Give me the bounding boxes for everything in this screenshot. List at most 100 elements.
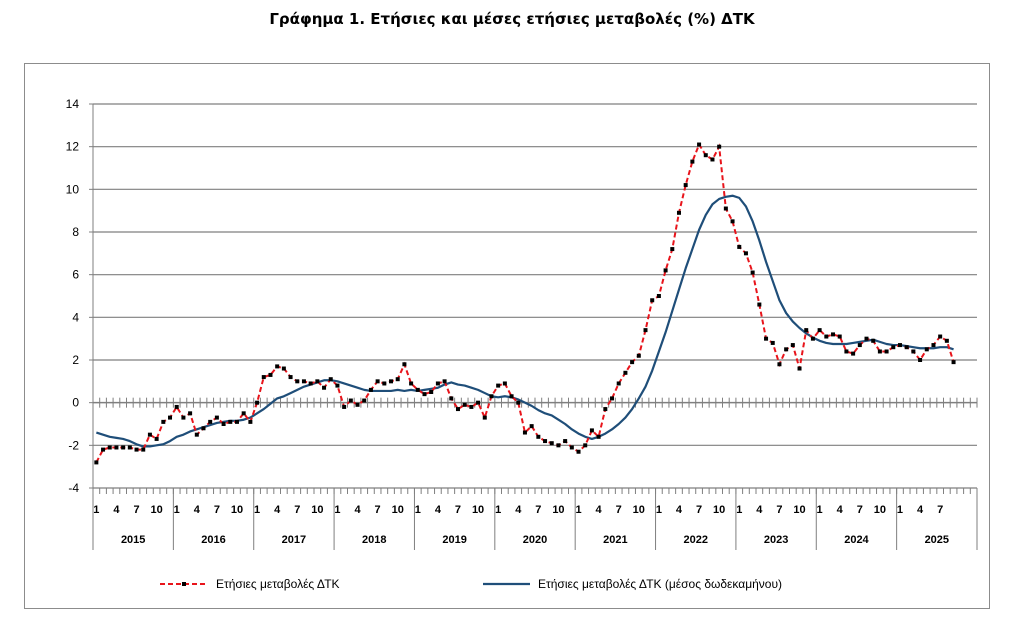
series-line-12m-average: [96, 194, 954, 448]
data-point: [790, 343, 795, 348]
data-point: [918, 358, 923, 362]
month-label: 7: [455, 504, 461, 516]
year-label-2022: 2022: [683, 534, 707, 546]
data-point: [422, 392, 427, 397]
data-point: [342, 404, 347, 409]
data-point: [154, 436, 159, 441]
data-point: [831, 332, 836, 337]
data-point: [663, 268, 668, 273]
data-point: [174, 404, 179, 409]
month-label: 7: [375, 504, 381, 516]
data-point: [415, 387, 420, 392]
y-tick-label: 14: [66, 97, 80, 111]
data-point: [308, 381, 313, 386]
data-point: [723, 206, 728, 211]
data-point: [522, 430, 527, 435]
month-label: 10: [552, 504, 564, 516]
series-line-annual: [95, 142, 955, 463]
year-label-2021: 2021: [603, 534, 627, 546]
data-point: [315, 379, 320, 384]
data-point: [891, 345, 896, 350]
data-point: [194, 432, 199, 437]
data-point: [911, 349, 916, 354]
data-point: [944, 338, 949, 343]
year-label-2017: 2017: [282, 534, 306, 546]
y-tick-label: 0: [72, 396, 79, 410]
data-point: [462, 402, 467, 407]
data-point: [275, 364, 280, 369]
data-point: [516, 400, 521, 405]
data-point: [670, 247, 675, 252]
month-label: 7: [133, 504, 139, 516]
data-point: [261, 375, 266, 380]
legend: Ετήσιες μεταβολές ΔΤΚ Ετήσιες μεταβολές Δ…: [160, 577, 782, 591]
data-point: [549, 441, 554, 446]
month-label: 10: [231, 504, 243, 516]
month-label: 1: [575, 504, 581, 516]
data-point: [502, 381, 507, 386]
data-point: [576, 449, 581, 454]
legend-marker-annual: [182, 582, 186, 586]
month-label: 1: [93, 504, 99, 516]
y-tick-label: 10: [66, 182, 80, 196]
data-point: [864, 336, 869, 341]
year-label-2015: 2015: [121, 534, 145, 546]
data-point: [228, 419, 233, 424]
month-label: 4: [515, 504, 522, 516]
data-point: [683, 183, 688, 188]
month-label: 4: [837, 504, 844, 516]
year-label-2019: 2019: [442, 534, 466, 546]
data-point: [248, 419, 253, 424]
data-point: [348, 398, 353, 403]
data-point: [643, 328, 648, 333]
month-label: 10: [392, 504, 404, 516]
year-label-2024: 2024: [844, 534, 869, 546]
data-point: [616, 381, 621, 386]
data-point: [630, 360, 635, 365]
month-label: 1: [897, 504, 903, 516]
data-point: [703, 153, 708, 158]
data-point: [368, 387, 373, 392]
data-point: [857, 343, 862, 348]
legend-label-annual: Ετήσιες μεταβολές ΔΤΚ: [216, 577, 340, 591]
data-point: [596, 434, 601, 439]
data-point: [710, 157, 715, 162]
year-label-2020: 2020: [523, 534, 547, 546]
data-point: [168, 415, 173, 420]
gridlines: [93, 103, 977, 489]
data-point: [234, 419, 239, 424]
data-point: [851, 351, 856, 356]
month-label: 4: [756, 504, 763, 516]
chart-title: Γράφημα 1. Ετήσιες και μέσες ετήσιες μετ…: [269, 10, 755, 28]
data-point: [476, 400, 481, 405]
data-point: [951, 360, 956, 365]
data-point: [395, 377, 400, 382]
data-point: [409, 381, 414, 386]
y-tick-label: 6: [72, 268, 79, 282]
data-point: [382, 381, 387, 386]
data-point: [603, 407, 608, 412]
month-label: 1: [495, 504, 501, 516]
data-point: [127, 445, 132, 450]
data-point: [161, 419, 166, 424]
data-point: [904, 345, 909, 350]
data-point: [101, 447, 106, 452]
data-point: [924, 347, 929, 352]
month-label: 4: [113, 504, 120, 516]
data-point: [241, 411, 246, 416]
month-label: 7: [857, 504, 863, 516]
data-point: [402, 362, 407, 367]
data-point: [328, 377, 333, 382]
data-point: [743, 251, 748, 256]
year-label-2023: 2023: [764, 534, 788, 546]
data-point: [884, 349, 889, 354]
data-point: [489, 394, 494, 399]
month-label: 10: [472, 504, 484, 516]
data-point: [717, 144, 722, 149]
data-point: [543, 439, 548, 444]
data-point: [737, 244, 742, 249]
month-label: 4: [676, 504, 683, 516]
month-label: 1: [174, 504, 180, 516]
month-label: 1: [415, 504, 421, 516]
year-label-2025: 2025: [925, 534, 949, 546]
